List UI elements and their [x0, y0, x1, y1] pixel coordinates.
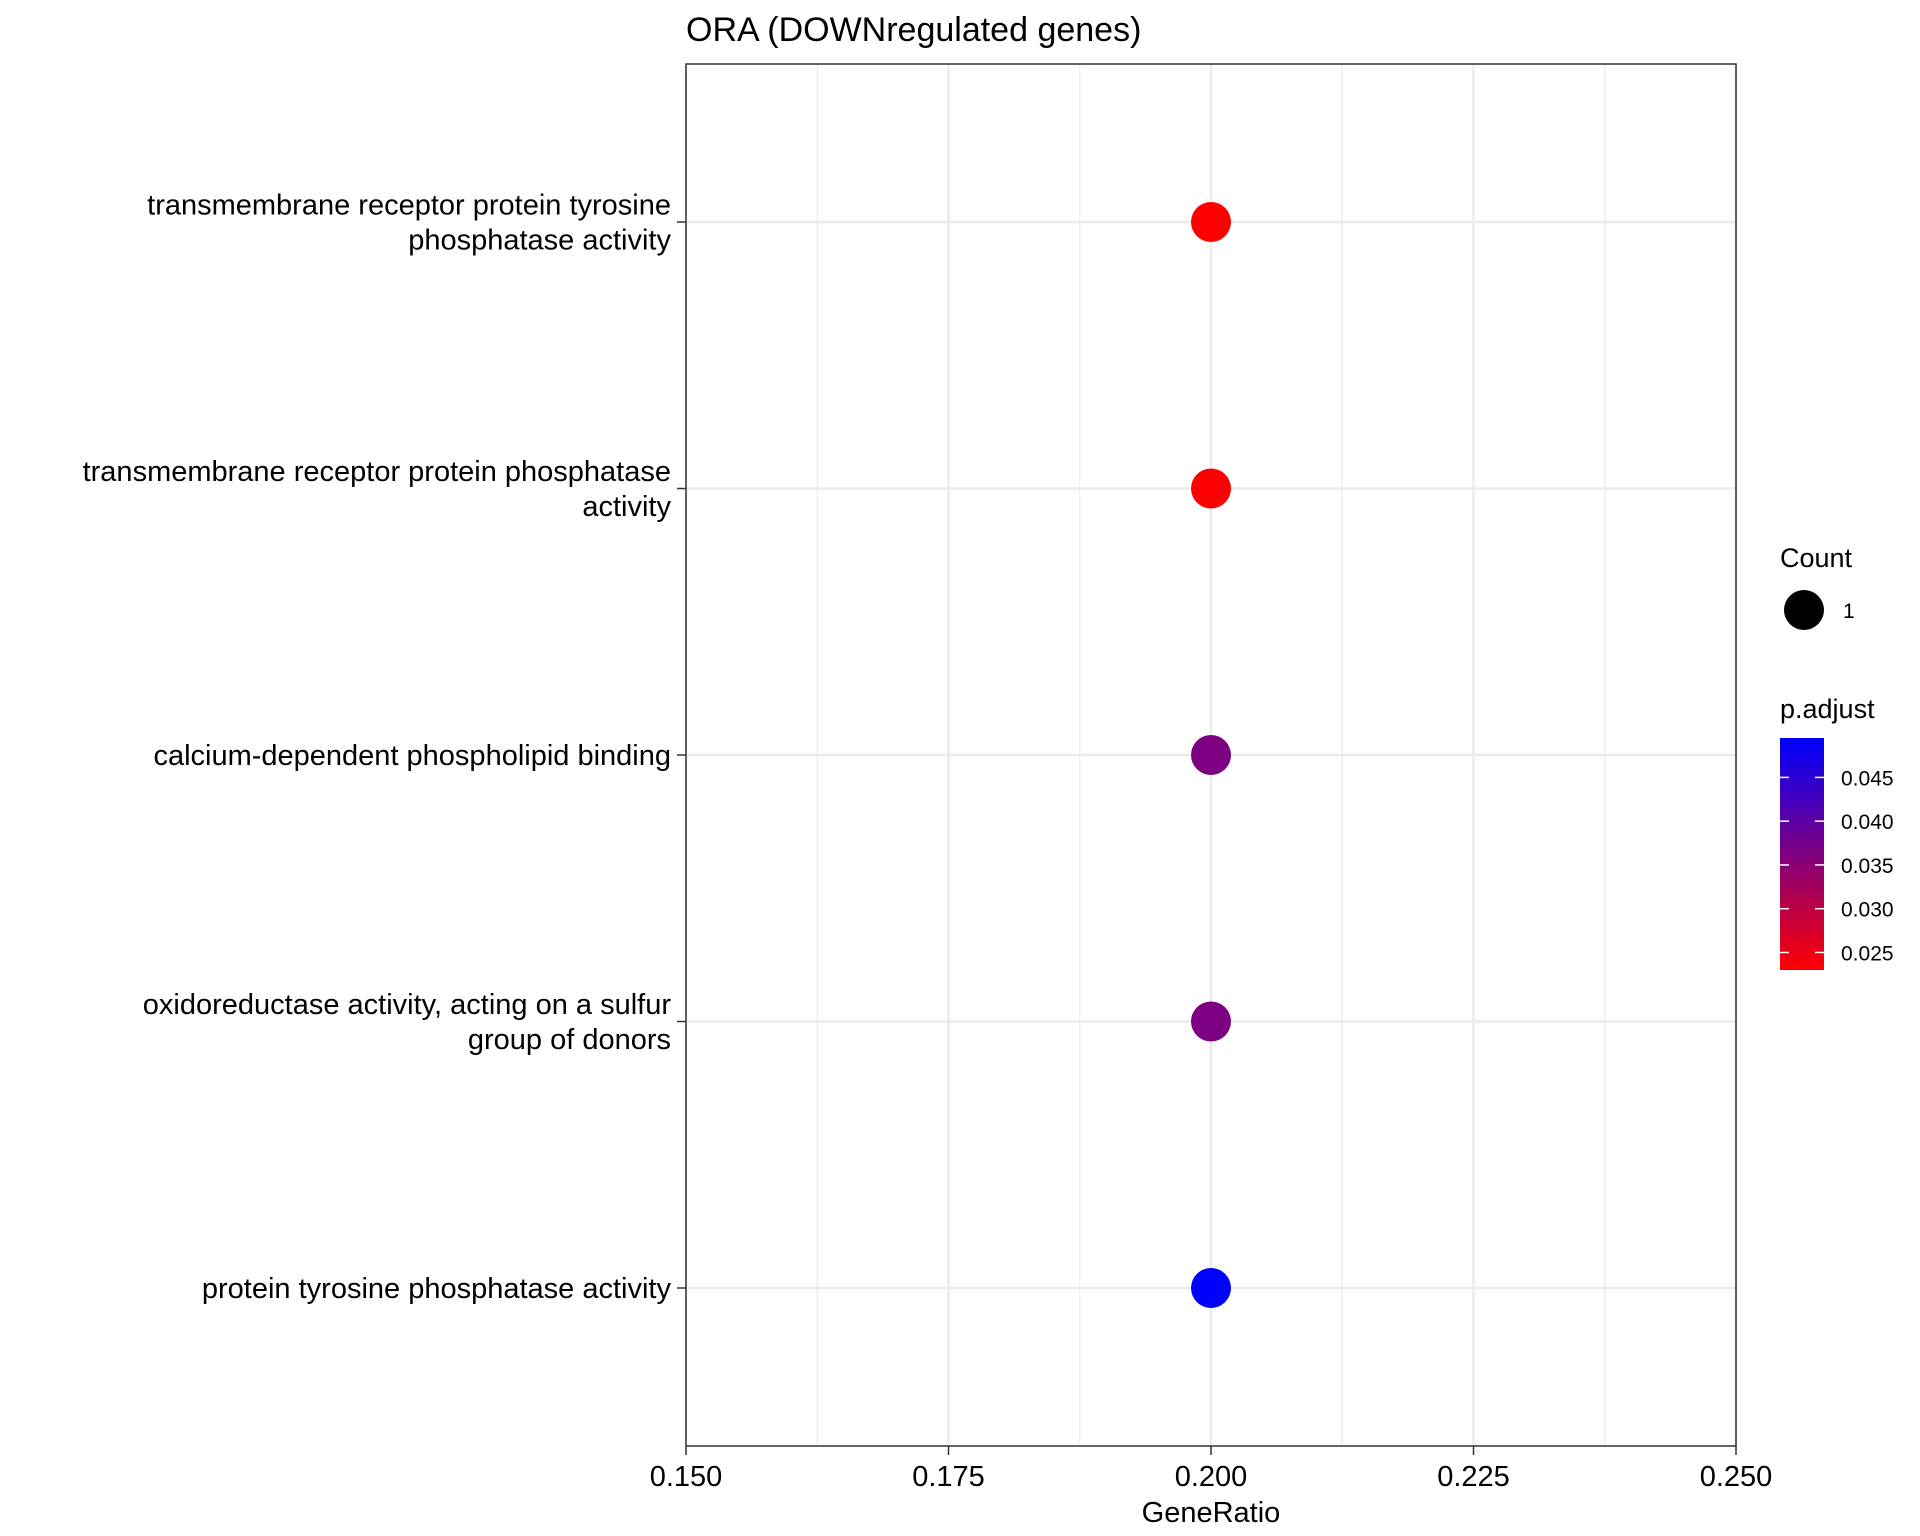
color-bar-label: 0.030	[1841, 899, 1894, 922]
color-bar	[1780, 738, 1824, 970]
color-bar-label: 0.040	[1841, 811, 1894, 834]
y-tick-label: phosphatase activity	[408, 225, 671, 257]
p-adjust-legend-title: p.adjust	[1780, 694, 1875, 724]
color-bar-label: 0.035	[1841, 855, 1894, 878]
data-point	[1191, 468, 1231, 509]
count-legend-label: 1	[1843, 600, 1855, 623]
data-point	[1191, 1268, 1231, 1308]
x-tick-label: 0.225	[1437, 1461, 1510, 1493]
data-point	[1191, 1001, 1231, 1042]
chart-title: ORA (DOWNregulated genes)	[686, 11, 1141, 49]
y-tick-label: calcium-dependent phospholipid binding	[153, 740, 671, 772]
x-tick-label: 0.150	[650, 1461, 723, 1493]
y-tick-label: oxidoreductase activity, acting on a sul…	[143, 989, 672, 1021]
y-tick-label: activity	[582, 491, 671, 523]
x-tick-label: 0.175	[912, 1461, 985, 1493]
y-tick-label: transmembrane receptor protein phosphata…	[83, 456, 671, 488]
y-tick-label: transmembrane receptor protein tyrosine	[147, 190, 671, 222]
count-legend-title: Count	[1780, 543, 1853, 573]
x-axis-title: GeneRatio	[1142, 1497, 1281, 1529]
x-tick-label: 0.200	[1175, 1461, 1248, 1493]
data-points	[1191, 202, 1231, 1308]
y-tick-label: protein tyrosine phosphatase activity	[202, 1273, 672, 1305]
color-bar-label: 0.045	[1841, 767, 1894, 790]
y-axis: transmembrane receptor protein tyrosinep…	[83, 190, 686, 1305]
p-adjust-legend: p.adjust 0.045 0.040 0.035 0.030 0.025	[1780, 694, 1894, 970]
count-legend: Count 1	[1780, 543, 1855, 630]
y-tick-label: group of donors	[468, 1024, 671, 1056]
data-point	[1191, 202, 1231, 242]
x-tick-label: 0.250	[1700, 1461, 1773, 1493]
data-point	[1191, 735, 1231, 775]
count-legend-key	[1784, 590, 1824, 630]
color-bar-label: 0.025	[1841, 942, 1894, 965]
x-axis: 0.150 0.175 0.200 0.225 0.250	[650, 1446, 1773, 1493]
